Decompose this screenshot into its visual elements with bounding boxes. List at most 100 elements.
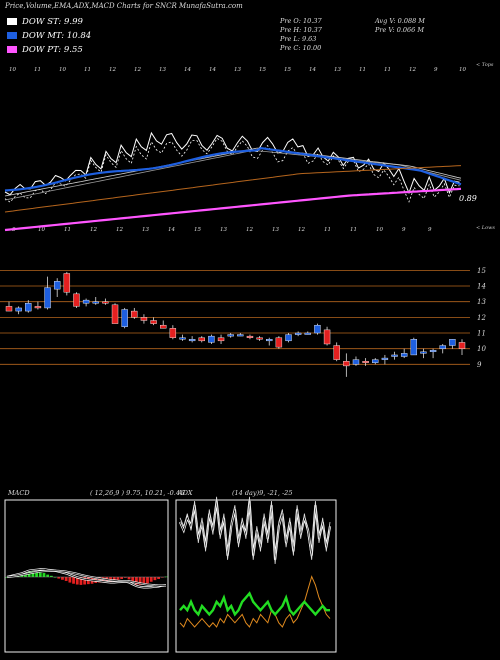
bottom-label: 10 xyxy=(38,227,45,233)
candle xyxy=(391,351,398,360)
candle-body xyxy=(140,317,148,321)
ema-magenta xyxy=(4,187,462,232)
macd-histogram-bar xyxy=(135,577,138,585)
macd-histogram-bar xyxy=(83,577,87,585)
bottom-label: 13 xyxy=(272,227,279,233)
top-label: 11 xyxy=(84,67,91,73)
top-label: 13 xyxy=(234,67,241,73)
macd-histogram-bar xyxy=(112,577,116,582)
candle-body xyxy=(314,324,321,334)
macd-histogram-bar xyxy=(127,577,131,580)
top-label: 13 xyxy=(334,67,341,73)
macd-histogram-bar xyxy=(38,572,42,577)
candle-body xyxy=(63,273,71,293)
top-label: 14 xyxy=(184,67,191,73)
macd-histogram-bar xyxy=(57,577,61,579)
candle xyxy=(188,336,196,343)
candle xyxy=(53,278,61,297)
macd-histogram-bar xyxy=(120,577,124,579)
macd-histogram-bar xyxy=(5,577,9,578)
candle xyxy=(372,358,379,365)
candle-body xyxy=(82,299,90,304)
candle xyxy=(439,343,446,354)
macd-histogram-bar xyxy=(75,577,79,585)
candle xyxy=(400,348,408,359)
bottom-label: 15 xyxy=(194,227,201,233)
candle xyxy=(73,292,80,308)
top-label: 14 xyxy=(209,67,216,73)
candle-body xyxy=(179,337,186,340)
candle xyxy=(362,358,369,366)
macd-histogram-bar xyxy=(142,577,146,585)
macd-histogram-bar xyxy=(68,577,72,583)
macd-line-inner xyxy=(6,568,167,588)
candle xyxy=(449,339,456,349)
adx-params: (14 day)9, -21, -25 xyxy=(232,489,292,497)
top-label: 12 xyxy=(134,67,141,73)
top-label: 9 xyxy=(434,67,438,73)
macd-histogram-bar xyxy=(116,577,120,580)
candle-body xyxy=(208,335,215,343)
candle xyxy=(25,300,32,313)
macd-plot xyxy=(5,568,168,589)
adx-plot xyxy=(178,496,332,628)
candle-body xyxy=(227,334,234,337)
candle-body xyxy=(400,353,408,357)
top-label: 11 xyxy=(34,67,41,73)
legend-dow-pt: DOW PT: 9.55 xyxy=(7,45,83,55)
macd-histogram-bar xyxy=(46,574,50,577)
top-label: 10 xyxy=(9,67,16,73)
top-label: 11 xyxy=(384,67,391,73)
macd-histogram-bar xyxy=(149,577,153,582)
candle xyxy=(169,325,177,340)
avg-volume: Avg V: 0.088 M xyxy=(375,17,425,25)
candle xyxy=(304,331,311,335)
candle-body xyxy=(188,339,196,342)
candle xyxy=(131,307,138,319)
legend-label-pt: DOW PT: 9.55 xyxy=(22,45,83,55)
top-chart-ema-lines xyxy=(4,131,462,232)
candle xyxy=(15,306,22,315)
macd-histogram-bar xyxy=(98,577,101,583)
macd-histogram-bar xyxy=(72,577,75,584)
candle xyxy=(227,333,234,338)
top-label: 15 xyxy=(284,67,291,73)
candle xyxy=(285,333,292,343)
candlesticks xyxy=(5,271,466,377)
candle-body xyxy=(5,306,13,312)
candle xyxy=(121,307,128,329)
y-tick-label: 11 xyxy=(477,330,486,338)
adx-title: ADX xyxy=(177,489,193,497)
bottom-label: 11 xyxy=(324,227,331,233)
bottom-label: 9 xyxy=(402,227,406,233)
lows-marker: < Lows xyxy=(476,225,495,231)
candle-body xyxy=(381,357,389,360)
candle xyxy=(266,337,273,346)
legend-swatch-st xyxy=(7,18,17,25)
ohlc-open: Pre O: 10.37 xyxy=(280,17,322,25)
candle-body xyxy=(169,328,177,338)
top-label: 11 xyxy=(359,67,366,73)
bottom-label: 11 xyxy=(350,227,357,233)
candle-body xyxy=(34,306,42,309)
ema-brown xyxy=(4,165,462,213)
signal-line-inner xyxy=(6,570,166,586)
top-label: 10 xyxy=(59,67,66,73)
candle xyxy=(140,314,148,324)
plus-di-line xyxy=(179,591,330,617)
macd-histogram-bar xyxy=(35,572,38,577)
candle-body xyxy=(160,324,167,329)
macd-params: ( 12,26,9 ) 9.75, 10.21, -0.46 xyxy=(90,489,184,497)
candle-body xyxy=(449,339,456,346)
candle-body xyxy=(25,303,32,312)
candle-body xyxy=(352,359,360,365)
last-value-label: 0.89 xyxy=(459,194,477,203)
ohlc-readout: Pre O: 10.37 Pre H: 10.37 Pre L: 9.63 Pr… xyxy=(280,17,322,53)
macd-histogram-bar xyxy=(160,577,164,578)
macd-histogram-bar xyxy=(31,571,35,577)
candle xyxy=(63,271,71,296)
adx-panel xyxy=(175,499,337,653)
candle-body xyxy=(458,342,466,349)
prev-volume: Pre V: 0.066 M xyxy=(375,26,425,34)
macd-histogram-bar xyxy=(157,577,161,579)
